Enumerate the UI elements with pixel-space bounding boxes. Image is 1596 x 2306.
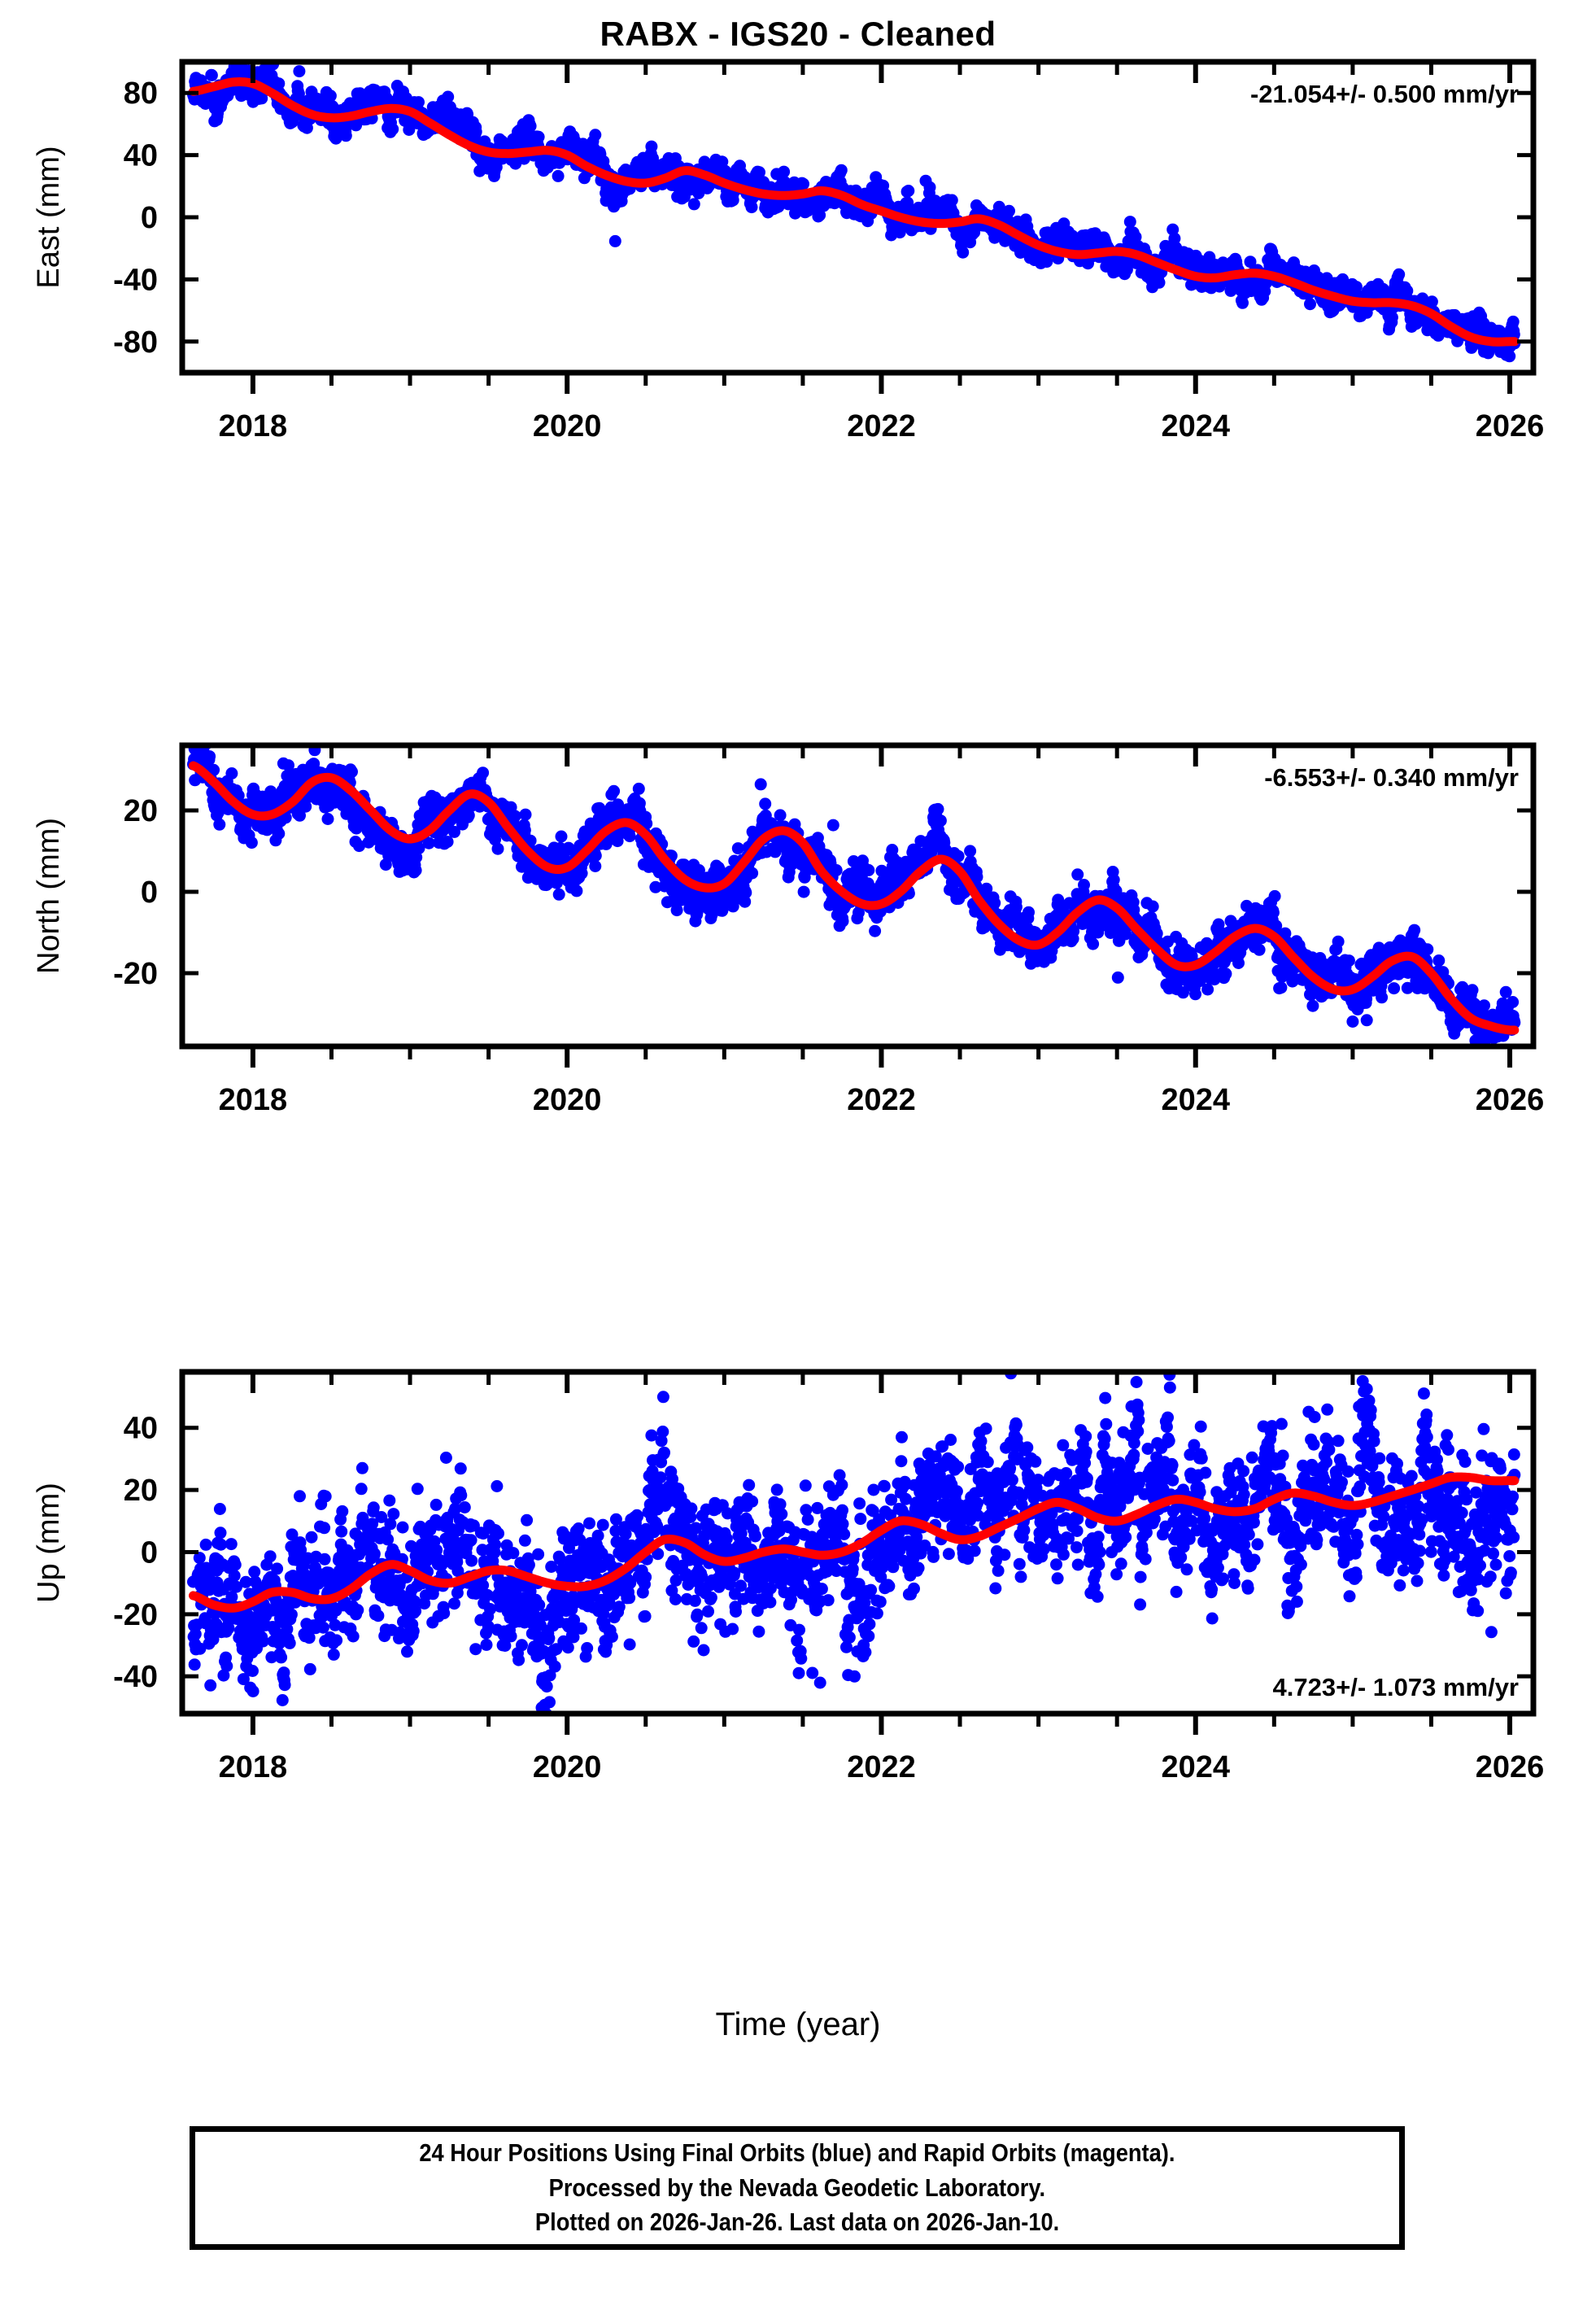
x-tick-label: 2022	[847, 409, 916, 443]
data-layer-up	[187, 1372, 1521, 1714]
x-tick-label: 2026	[1476, 409, 1545, 443]
y-tick-label: -40	[113, 263, 158, 297]
page-title: RABX - IGS20 - Cleaned	[600, 15, 996, 53]
chart-svg-north: 20 0 -20 2018 2020 2022 2024 2026 North (mm) -6.5…	[32, 742, 1545, 1117]
footer-line-1: 24 Hour Positions Using Final Orbits (bl…	[419, 2138, 1175, 2167]
y-axis-title: East (mm)	[32, 146, 66, 288]
x-axis: 2018 2020 2022 2024 2026	[219, 745, 1545, 1117]
x-tick-label: 2018	[219, 1750, 288, 1784]
x-axis: 2018 2020 2022 2024 2026	[219, 1372, 1545, 1784]
x-axis-title: Time (year)	[715, 2007, 881, 2042]
model-trend-line	[189, 77, 1520, 347]
y-tick-label: -20	[113, 957, 158, 991]
y-tick-label: 20	[124, 1474, 158, 1508]
x-tick-label: 2026	[1476, 1750, 1545, 1784]
y-tick-label: -80	[113, 325, 158, 360]
y-tick-label: 20	[124, 794, 158, 828]
chart-panel-up: 40 20 0 -20 -40 2018 2020 2022 2024 2026 Up (mm) 4.…	[0, 1359, 1596, 2010]
x-tick-label: 2024	[1161, 1750, 1230, 1784]
x-axis: 2018 2020 2022 2024 2026	[219, 62, 1545, 443]
x-tick-label: 2022	[847, 1750, 916, 1784]
rate-annotation-up: 4.723+/- 1.073 mm/yr	[1273, 1673, 1519, 1701]
chart-svg-up: 40 20 0 -20 -40 2018 2020 2022 2024 2026 Up (mm) 4.…	[32, 1369, 1545, 1784]
y-tick-label: -20	[113, 1598, 158, 1632]
plot-frame	[179, 1369, 1537, 1717]
model-trend-line	[189, 1472, 1520, 1613]
chart-svg-east: 80 40 0 -40 -80 2018 2020 2022 2024 2026 East (mm)…	[32, 59, 1545, 443]
x-tick-label: 2024	[1161, 1083, 1230, 1117]
data-layer-north	[187, 745, 1521, 1046]
chart-panel-east: 80 40 0 -40 -80 2018 2020 2022 2024 2026 East (mm)…	[0, 49, 1596, 700]
y-tick-label: 40	[124, 1412, 158, 1446]
y-axis: 40 20 0 -20 -40	[113, 1412, 1533, 1694]
y-tick-label: 0	[141, 1535, 158, 1570]
chart-panel-north: 20 0 -20 2018 2020 2022 2024 2026 North (mm) -6.5…	[0, 732, 1596, 1334]
scatter-points	[187, 1372, 1521, 1714]
rate-annotation-north: -6.553+/- 0.340 mm/yr	[1264, 763, 1519, 792]
y-axis-title: North (mm)	[32, 818, 66, 974]
y-tick-label: 0	[141, 201, 158, 235]
footer-line-2: Processed by the Nevada Geodetic Laborat…	[548, 2173, 1046, 2202]
y-tick-label: -40	[113, 1660, 158, 1694]
y-tick-label: 0	[141, 876, 158, 910]
y-axis: 20 0 -20	[113, 794, 1533, 991]
x-tick-label: 2020	[533, 1083, 602, 1117]
x-tick-label: 2018	[219, 409, 288, 443]
y-axis-title: Up (mm)	[32, 1483, 66, 1603]
model-trend-line	[189, 761, 1520, 1035]
data-layer-east	[187, 62, 1521, 363]
plot-frame	[179, 742, 1537, 1050]
x-tick-label: 2026	[1476, 1083, 1545, 1117]
footer-line-3: Plotted on 2026-Jan-26. Last data on 202…	[534, 2208, 1060, 2237]
rate-annotation-east: -21.054+/- 0.500 mm/yr	[1250, 80, 1519, 108]
y-tick-label: 40	[124, 139, 158, 173]
x-tick-label: 2018	[219, 1083, 288, 1117]
footer-note-box: 24 Hour Positions Using Final Orbits (bl…	[190, 2126, 1405, 2250]
x-tick-label: 2020	[533, 409, 602, 443]
x-tick-label: 2024	[1161, 409, 1230, 443]
x-tick-label: 2020	[533, 1750, 602, 1784]
y-axis: 80 40 0 -40 -80	[113, 76, 1533, 360]
y-tick-label: 80	[124, 76, 158, 111]
x-tick-label: 2022	[847, 1083, 916, 1117]
